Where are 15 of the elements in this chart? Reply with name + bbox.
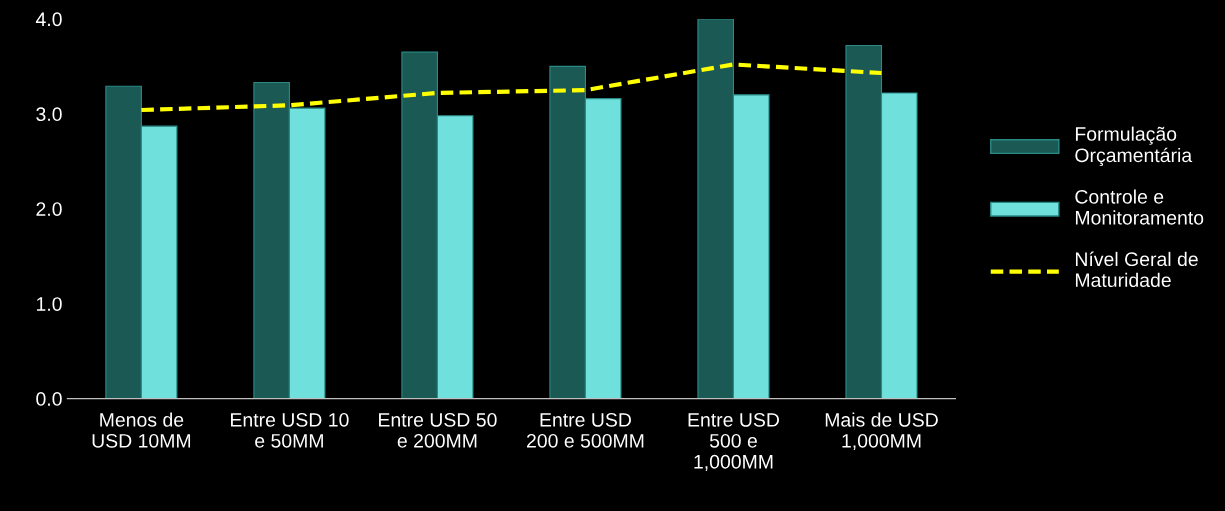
x-tick-label: Menos de USD 10MM: [92, 412, 191, 448]
y-tick-label: 0.0: [36, 392, 62, 406]
y-tick-label: 2.0: [36, 202, 62, 216]
x-tick-label: Mais de USD 1,000MM: [825, 412, 938, 450]
y-tick-label: 1.0: [36, 297, 62, 311]
x-tick-label: Entre USD 50 e 200MM: [379, 412, 497, 448]
legend-label: Formulação Orçamentária: [1075, 126, 1193, 167]
x-tick-label: Entre USD 10 e 50MM: [231, 412, 349, 448]
legend-label: Controle e Monitoramento: [1075, 189, 1204, 225]
y-tick-label: 4.0: [35, 12, 62, 27]
y-tick-label: 3.0: [36, 107, 62, 122]
x-tick-label: Entre USD 500 e 1,000MM: [688, 412, 780, 471]
legend-label: Nível Geral de Maturidade: [1075, 251, 1198, 288]
x-tick-label: Entre USD 200 e 500MM: [526, 412, 644, 448]
line-series: [139, 62, 884, 113]
